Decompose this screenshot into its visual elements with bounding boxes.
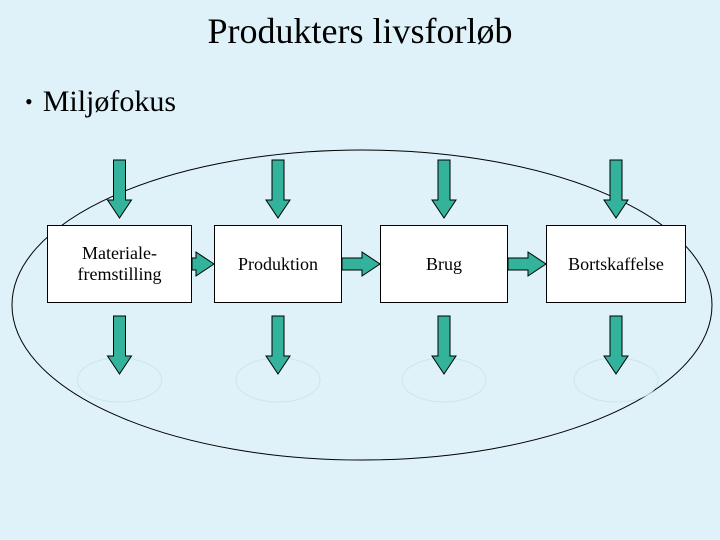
bullet-icon: • bbox=[25, 89, 43, 114]
diagram-canvas: Produkters livsforløb •Miljøfokus Materi… bbox=[0, 0, 720, 540]
stage-box-bortskaffelse: Bortskaffelse bbox=[546, 225, 686, 303]
bullet-miljofokus: •Miljøfokus bbox=[25, 85, 176, 119]
stage-box-brug: Brug bbox=[380, 225, 508, 303]
arrow-out-bortskaffelse bbox=[604, 316, 628, 374]
arrow-in-brug bbox=[432, 160, 456, 218]
arrow-out-produktion bbox=[266, 316, 290, 374]
arrow-next-2 bbox=[508, 252, 546, 276]
arrow-next-0 bbox=[192, 252, 214, 276]
arrow-next-1 bbox=[342, 252, 380, 276]
arrow-out-materiale bbox=[108, 316, 132, 374]
stage-box-materiale: Materiale-fremstilling bbox=[47, 225, 192, 303]
stage-label-brug: Brug bbox=[426, 254, 462, 275]
stage-label-materiale: Materiale-fremstilling bbox=[78, 243, 162, 284]
arrow-in-produktion bbox=[266, 160, 290, 218]
stage-label-bortskaffelse: Bortskaffelse bbox=[568, 254, 664, 275]
arrow-in-materiale bbox=[108, 160, 132, 218]
arrow-in-bortskaffelse bbox=[604, 160, 628, 218]
stage-label-produktion: Produktion bbox=[238, 254, 318, 275]
page-title: Produkters livsforløb bbox=[0, 10, 720, 52]
arrow-out-brug bbox=[432, 316, 456, 374]
stage-box-produktion: Produktion bbox=[214, 225, 342, 303]
bullet-text: Miljøfokus bbox=[43, 85, 176, 118]
